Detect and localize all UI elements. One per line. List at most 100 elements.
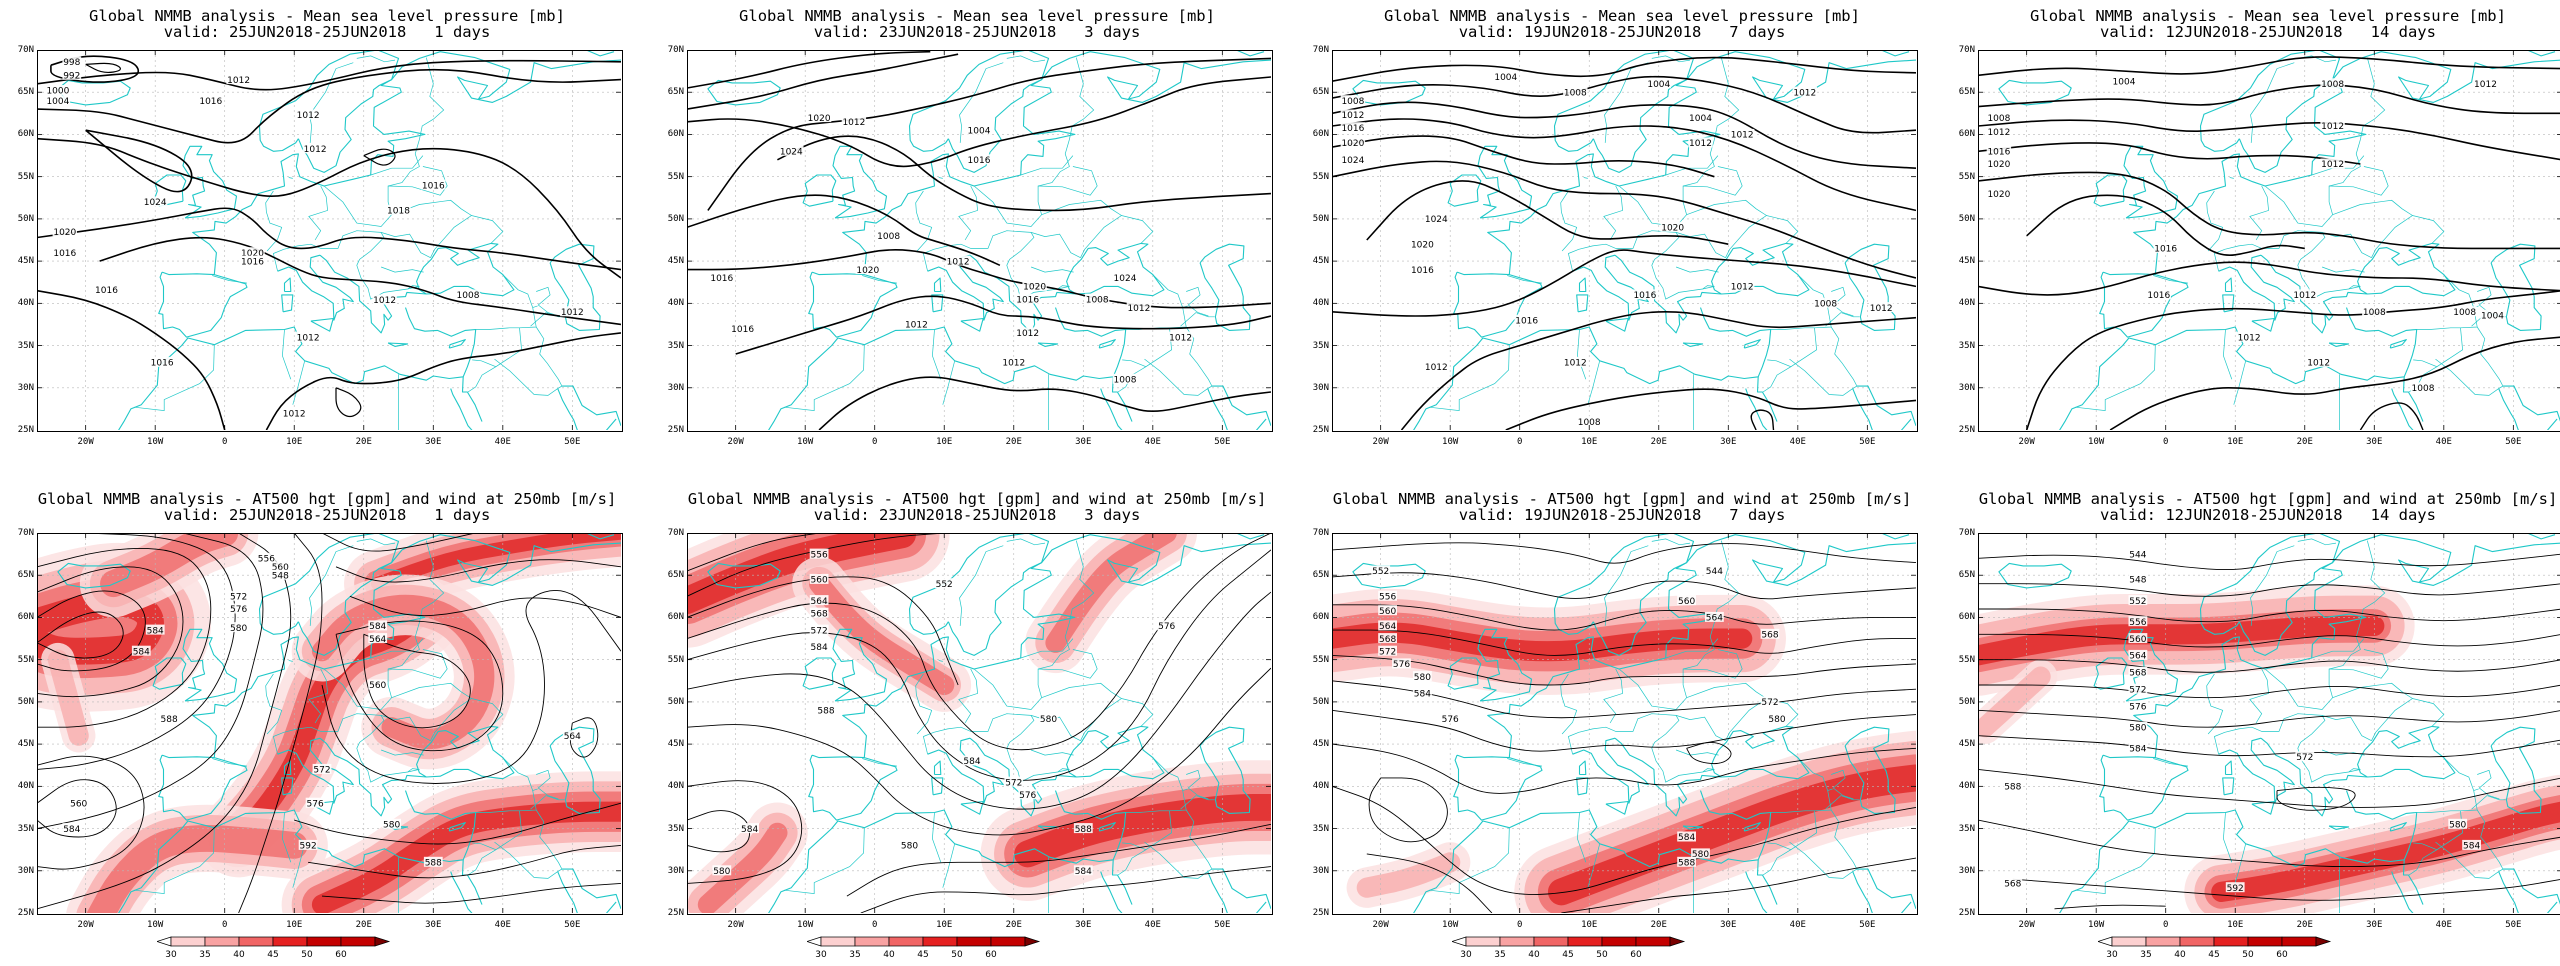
country-border [1762, 366, 1792, 393]
longitude-label: 10W [2088, 437, 2105, 447]
contour-label: 568 [2004, 880, 2021, 890]
coastline [1235, 533, 1265, 540]
longitude-label: 10E [2227, 920, 2244, 930]
country-border [380, 749, 424, 756]
latitude-label: 35N [17, 823, 34, 834]
contour-label: 584 [133, 647, 150, 657]
coastline [1453, 271, 1543, 338]
map-area: 552 556 560 564 568 572 576 580 584 560 544 564 568 5… [1313, 529, 1918, 930]
longitude-label: 0 [2162, 437, 2169, 447]
latitude-label: 55N [1958, 171, 1975, 182]
latitude-label: 60N [1312, 129, 1329, 140]
contour-label: 556 [1379, 593, 1396, 603]
map-panel-mslp-1: Global NMMB analysis - Mean sea level pr… [7, 0, 647, 460]
coastline [182, 628, 238, 702]
contour-label: 1012 [1793, 88, 1816, 98]
contour-label: 1012 [905, 321, 928, 331]
contour-line [1400, 311, 1916, 430]
contour-label: 560 [70, 799, 87, 809]
latitude-label: 35N [1312, 340, 1329, 351]
colorbar-swatch [1533, 936, 1569, 947]
contour-label: 1012 [1731, 131, 1754, 141]
coastlines [707, 50, 1271, 430]
contour-label: 564 [811, 597, 828, 607]
country-border [1030, 266, 1074, 273]
contour-line [1332, 604, 1916, 631]
coastline [1447, 657, 1482, 690]
map-panel-z500-1: Global NMMB analysis - AT500 hgt [gpm] a… [7, 483, 647, 960]
coastline [2093, 174, 2128, 207]
country-border [2435, 326, 2504, 396]
contour-label: 588 [817, 707, 834, 717]
latitude-label: 30N [667, 865, 684, 876]
longitude-label: 10E [286, 920, 303, 930]
country-border [1583, 177, 1588, 179]
contour-line [1332, 680, 1916, 719]
country-border [1651, 232, 1715, 300]
contour-label: 576 [307, 799, 324, 809]
longitude-label: 10E [936, 437, 953, 447]
latitude-label: 55N [1312, 171, 1329, 182]
longitude-label: 40E [2435, 920, 2452, 930]
country-border [2075, 827, 2156, 894]
contour-line [1978, 84, 2560, 115]
contour-line [687, 591, 1271, 810]
contour-lines [1332, 56, 1916, 430]
latitude-label: 70N [17, 528, 34, 538]
latitude-label: 65N [1312, 87, 1329, 98]
contour-label: 1016 [95, 286, 118, 296]
country-border [1789, 326, 1858, 396]
contour-line [1332, 572, 1916, 600]
coastline [1605, 317, 1629, 332]
longitude-label: 0 [221, 437, 228, 447]
contour-line [860, 866, 1271, 913]
contour-line [37, 207, 621, 271]
contour-label: 1008 [1578, 418, 1601, 428]
country-border [2311, 638, 2365, 659]
jet-band-2-level-2 [1356, 852, 1461, 898]
coastline [768, 307, 1127, 430]
country-border [1577, 812, 1587, 863]
contour-line [1686, 741, 1732, 765]
country-border [2297, 232, 2361, 300]
latitude-label: 45N [1312, 739, 1329, 750]
contour-line [37, 533, 236, 770]
country-border [292, 843, 306, 888]
contour-label: 1012 [842, 118, 865, 128]
country-border [282, 812, 292, 863]
coastline [1037, 342, 1059, 347]
contour-label: 1016 [199, 97, 222, 107]
coastline [2526, 50, 2556, 57]
country-border [2153, 758, 2189, 767]
latitude-label: 35N [1958, 823, 1975, 834]
coastline [277, 737, 354, 804]
country-border [1789, 809, 1858, 879]
country-border [1038, 166, 1098, 196]
contour-label: 1012 [1016, 329, 1039, 339]
country-border [1651, 715, 1715, 783]
contour-line [707, 57, 1271, 211]
country-border [2250, 545, 2295, 626]
country-border [1831, 286, 1854, 317]
coastline [1211, 385, 1271, 426]
coastline [118, 307, 477, 430]
contour-line [308, 844, 621, 879]
contour-label: 992 [63, 72, 80, 82]
coastline [2502, 868, 2560, 905]
contour-label: 1008 [2453, 308, 2476, 318]
coastline [2099, 754, 2189, 821]
latitude-label: 50N [1958, 696, 1975, 707]
contour-label: 584 [2129, 745, 2146, 755]
contour-label: 1012 [1002, 359, 1025, 369]
contour-line [1332, 654, 1916, 686]
latitude-label: 50N [667, 696, 684, 707]
contour-line [1978, 608, 2560, 623]
contour-line [1978, 768, 2560, 808]
country-border [1683, 649, 1743, 679]
country-border [862, 758, 898, 767]
coastline [832, 145, 888, 219]
country-border [862, 275, 898, 284]
contour-label: 584 [1678, 833, 1695, 843]
coastline [2251, 800, 2275, 815]
